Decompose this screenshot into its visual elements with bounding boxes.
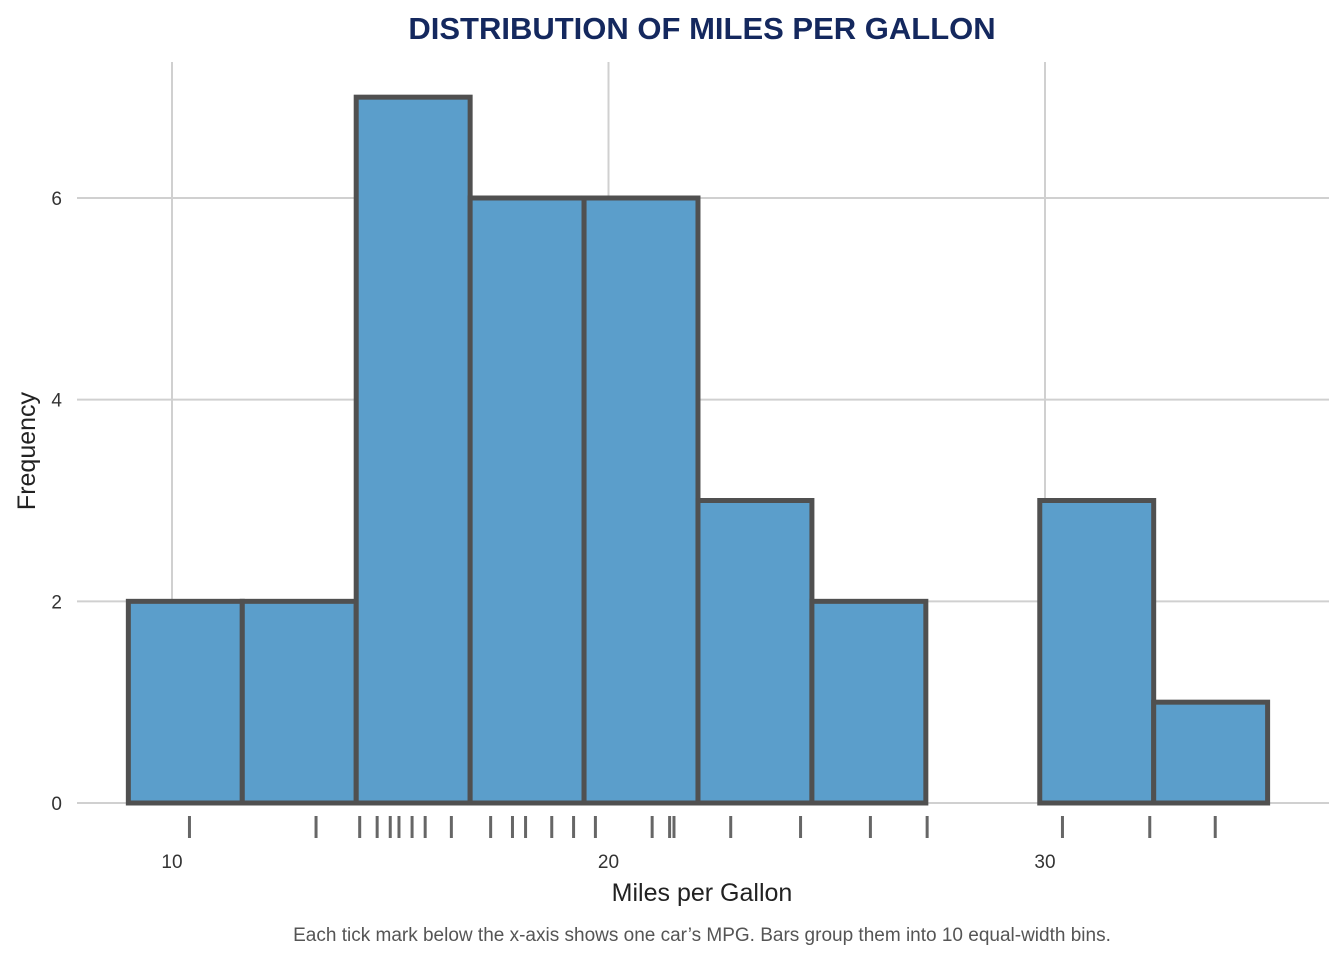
y-tick-label: 2	[51, 592, 62, 613]
histogram-bar	[467, 195, 587, 806]
y-tick-label: 0	[51, 794, 62, 815]
histogram-bar	[125, 598, 245, 806]
histogram-bar	[239, 598, 359, 806]
chart-caption: Each tick mark below the x-axis shows on…	[293, 925, 1111, 946]
rug-marks	[187, 816, 1217, 838]
histogram-bar	[1151, 699, 1271, 806]
x-tick-label: 10	[161, 852, 182, 873]
y-tick-label: 4	[51, 391, 62, 412]
histogram-bar	[581, 195, 701, 806]
y-axis-title: Frequency	[13, 391, 41, 510]
histogram-bar	[809, 598, 929, 806]
chart-title: DISTRIBUTION OF MILES PER GALLON	[408, 11, 995, 46]
histogram-bar	[353, 94, 473, 806]
histogram-bars	[125, 94, 1271, 806]
histogram-bar	[1037, 498, 1157, 806]
histogram-bar	[695, 498, 815, 806]
x-axis-title: Miles per Gallon	[612, 879, 793, 907]
tick-labels: 10 20 30 0 2 4 6	[51, 189, 1055, 873]
y-tick-label: 6	[51, 189, 62, 210]
x-tick-label: 20	[598, 852, 619, 873]
x-tick-label: 30	[1034, 852, 1055, 873]
